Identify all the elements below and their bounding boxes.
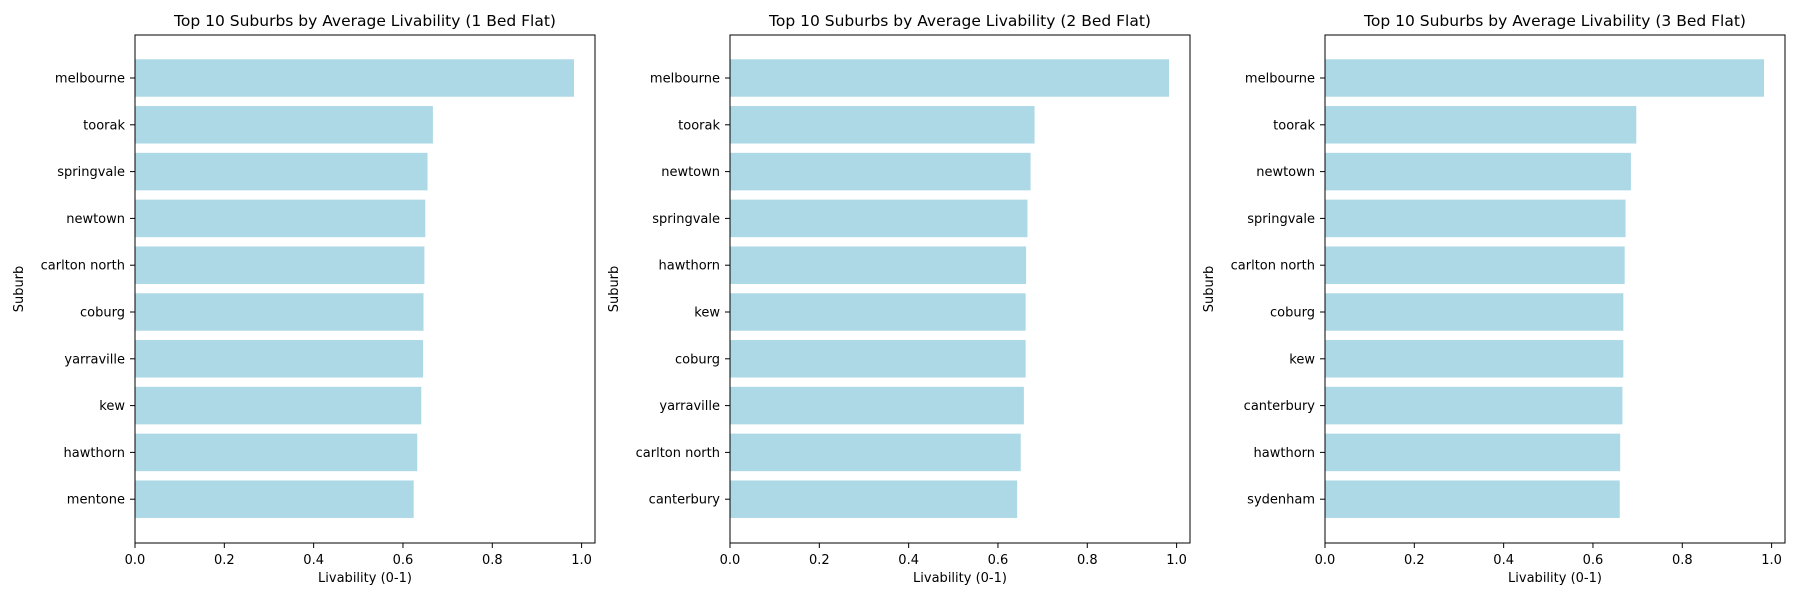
y-tick-label: newtown bbox=[1256, 165, 1315, 180]
bar bbox=[135, 199, 426, 238]
bar bbox=[135, 152, 428, 191]
x-tick-label: 0.2 bbox=[1404, 553, 1425, 568]
y-tick-label: yarraville bbox=[64, 352, 125, 367]
y-tick-label: hawthorn bbox=[659, 259, 720, 274]
x-tick-label: 1.0 bbox=[1761, 553, 1782, 568]
bar bbox=[1325, 433, 1621, 472]
x-axis-label: Livability (0-1) bbox=[318, 571, 412, 586]
y-tick-label: coburg bbox=[1270, 306, 1315, 321]
x-tick-label: 0.4 bbox=[303, 553, 324, 568]
chart-title: Top 10 Suburbs by Average Livability (2 … bbox=[768, 12, 1151, 30]
bar bbox=[135, 106, 433, 144]
y-tick-label: kew bbox=[1289, 352, 1315, 367]
y-tick-label: canterbury bbox=[1244, 399, 1316, 414]
axes-frame bbox=[1324, 34, 1786, 544]
bar bbox=[730, 246, 1027, 284]
bar bbox=[1325, 246, 1625, 284]
bar bbox=[730, 340, 1026, 378]
x-tick-label: 0.8 bbox=[1672, 553, 1693, 568]
x-tick-label: 1.0 bbox=[571, 553, 592, 568]
bar bbox=[135, 340, 424, 378]
bar bbox=[1325, 293, 1624, 331]
y-tick-label: melbourne bbox=[55, 72, 125, 87]
bar bbox=[135, 480, 414, 518]
y-tick-label: hawthorn bbox=[1254, 446, 1315, 461]
bar bbox=[730, 480, 1018, 518]
bar bbox=[1325, 199, 1626, 238]
bar bbox=[1325, 480, 1620, 518]
x-tick-label: 0.8 bbox=[1077, 553, 1098, 568]
x-tick-label: 0.4 bbox=[898, 553, 919, 568]
x-tick-label: 0.0 bbox=[125, 553, 146, 568]
x-tick-label: 0.8 bbox=[482, 553, 503, 568]
y-axis-label: Suburb bbox=[607, 266, 622, 313]
bar bbox=[730, 152, 1031, 191]
y-tick-label: toorak bbox=[83, 118, 125, 133]
bar bbox=[730, 199, 1028, 238]
x-axis-label: Livability (0-1) bbox=[913, 571, 1007, 586]
bar bbox=[730, 106, 1035, 144]
bar bbox=[1325, 106, 1637, 144]
axes-frame bbox=[729, 34, 1191, 544]
bar bbox=[730, 59, 1170, 97]
chart-title: Top 10 Suburbs by Average Livability (3 … bbox=[1363, 12, 1746, 30]
x-axis-label: Livability (0-1) bbox=[1508, 571, 1602, 586]
y-axis-label: Suburb bbox=[12, 266, 27, 313]
x-tick-label: 0.0 bbox=[720, 553, 741, 568]
y-tick-label: toorak bbox=[678, 118, 720, 133]
y-tick-label: newtown bbox=[66, 212, 125, 227]
bar bbox=[135, 433, 418, 472]
bar bbox=[135, 59, 575, 97]
bar bbox=[135, 246, 425, 284]
bar bbox=[730, 293, 1026, 331]
y-axis-label: Suburb bbox=[1202, 266, 1217, 313]
y-tick-label: springvale bbox=[652, 212, 720, 227]
y-tick-label: coburg bbox=[80, 306, 125, 321]
y-tick-label: coburg bbox=[675, 352, 720, 367]
y-tick-label: carlton north bbox=[41, 259, 125, 274]
x-tick-label: 0.2 bbox=[214, 553, 235, 568]
bar bbox=[730, 386, 1024, 425]
bar bbox=[135, 386, 422, 425]
bar bbox=[1325, 386, 1623, 425]
y-tick-label: carlton north bbox=[1231, 259, 1315, 274]
x-tick-label: 0.6 bbox=[393, 553, 414, 568]
y-tick-label: melbourne bbox=[650, 72, 720, 87]
bar bbox=[1325, 59, 1765, 97]
x-tick-label: 0.2 bbox=[809, 553, 830, 568]
y-tick-label: mentone bbox=[67, 493, 125, 508]
y-tick-label: sydenham bbox=[1247, 493, 1315, 508]
x-tick-label: 1.0 bbox=[1166, 553, 1187, 568]
x-tick-label: 0.6 bbox=[988, 553, 1009, 568]
chart-title: Top 10 Suburbs by Average Livability (1 … bbox=[173, 12, 556, 30]
y-tick-label: kew bbox=[694, 306, 720, 321]
y-tick-label: springvale bbox=[57, 165, 125, 180]
bar bbox=[730, 433, 1021, 472]
x-tick-label: 0.6 bbox=[1583, 553, 1604, 568]
y-tick-label: newtown bbox=[661, 165, 720, 180]
axes-frame bbox=[134, 34, 596, 544]
bar bbox=[135, 293, 424, 331]
bar bbox=[1325, 152, 1631, 191]
x-tick-label: 0.0 bbox=[1315, 553, 1336, 568]
y-tick-label: springvale bbox=[1247, 212, 1315, 227]
y-tick-label: toorak bbox=[1273, 118, 1315, 133]
y-tick-label: kew bbox=[99, 399, 125, 414]
y-tick-label: carlton north bbox=[636, 446, 720, 461]
x-tick-label: 0.4 bbox=[1493, 553, 1514, 568]
y-tick-label: hawthorn bbox=[64, 446, 125, 461]
y-tick-label: canterbury bbox=[649, 493, 721, 508]
y-tick-label: melbourne bbox=[1245, 72, 1315, 87]
bar bbox=[1325, 340, 1624, 378]
y-tick-label: yarraville bbox=[659, 399, 720, 414]
